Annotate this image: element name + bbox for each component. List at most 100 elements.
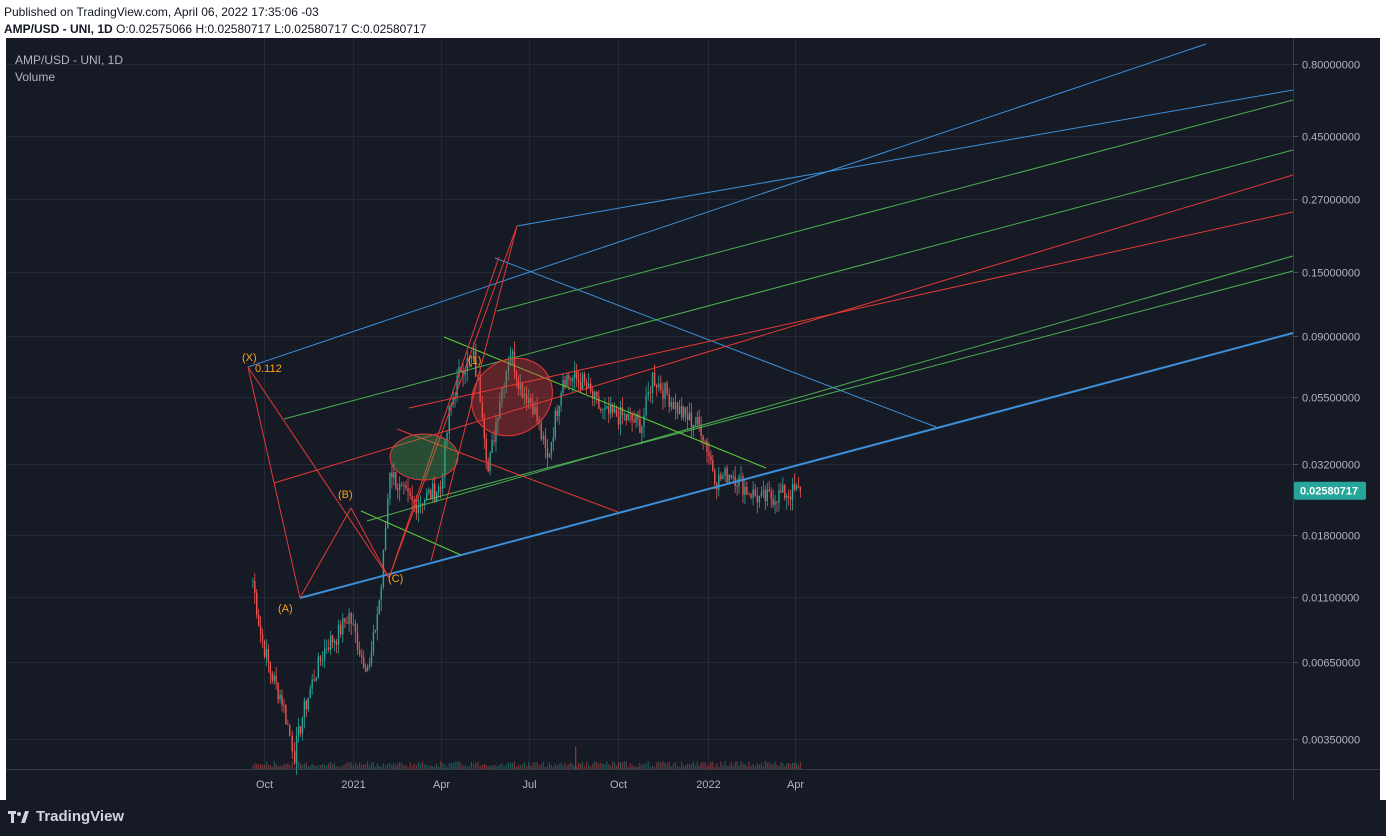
volume-bar	[728, 765, 730, 769]
volume-bar	[487, 766, 489, 769]
volume-bar	[631, 765, 633, 769]
candle-body	[536, 406, 538, 421]
volume-bar	[799, 761, 801, 769]
candle-body	[784, 485, 786, 499]
volume-bar	[540, 764, 542, 769]
candle-body	[523, 393, 526, 398]
candle-body	[519, 383, 521, 390]
candle-body	[495, 421, 497, 442]
candle-body	[676, 402, 679, 414]
volume-bar	[291, 761, 293, 769]
volume-bar	[333, 762, 336, 769]
candle-body	[606, 406, 608, 409]
volume-bar	[462, 765, 464, 769]
volume-bar	[509, 762, 512, 769]
candle-body	[651, 372, 654, 393]
volume-bar	[788, 763, 790, 769]
candle-body	[668, 394, 670, 407]
volume-bar	[352, 765, 354, 769]
price-axis-bg	[1293, 38, 1380, 800]
candle-body	[430, 490, 432, 499]
volume-bar	[346, 762, 348, 769]
y-tick-label: 0.01100000	[1302, 593, 1359, 605]
volume-bar	[303, 763, 305, 769]
volume-bar	[614, 762, 616, 769]
volume-bar	[422, 761, 424, 769]
volume-bar	[493, 764, 495, 769]
volume-bar	[556, 765, 558, 769]
volume-bar	[491, 765, 493, 769]
volume-bar	[752, 764, 754, 769]
volume-bar	[475, 762, 477, 769]
volume-bar	[403, 764, 405, 769]
candle-body	[776, 501, 778, 503]
chart-area[interactable]: 0.80000000 0.45000000 0.27000000 0.15000000…	[6, 38, 1380, 800]
volume-bar	[530, 765, 532, 769]
volume-bar	[483, 763, 485, 769]
candle-body	[623, 414, 626, 416]
candle-body	[417, 505, 420, 514]
volume-bar	[326, 765, 328, 769]
candle-body	[587, 383, 590, 389]
volume-bar	[389, 762, 391, 769]
volume-bar	[681, 761, 683, 769]
candle-body	[263, 640, 266, 658]
volume-bar	[372, 761, 375, 769]
volume-bar	[331, 764, 334, 769]
volume-bar	[649, 766, 651, 769]
candle-body	[326, 647, 328, 649]
candle-body	[275, 675, 277, 683]
candle-body	[331, 635, 334, 643]
volume-bar	[356, 764, 359, 769]
volume-bar	[468, 766, 470, 769]
pitchfork-drawings	[247, 43, 1294, 599]
channel-line	[516, 89, 1294, 227]
candle-body	[750, 494, 752, 499]
candle-body	[273, 675, 275, 681]
candle-body	[598, 396, 600, 409]
volume-bar	[485, 764, 487, 769]
candle-body	[532, 402, 534, 414]
candle-body	[511, 351, 514, 355]
candle-body	[503, 387, 505, 388]
candle-body	[432, 483, 434, 499]
candle-body	[635, 414, 637, 423]
volume-bar	[654, 766, 656, 769]
volume-bar	[643, 763, 645, 769]
candle-body	[411, 495, 413, 501]
volume-bar	[328, 763, 330, 769]
candle-body	[692, 424, 695, 428]
candle-body	[277, 682, 279, 700]
tradingview-logo[interactable]: TradingView	[8, 808, 124, 825]
candle-body	[525, 393, 528, 403]
volume-bar	[452, 763, 454, 769]
candle-body	[271, 673, 273, 681]
candle-body	[335, 640, 338, 645]
candle-body	[698, 416, 700, 425]
chart-canvas[interactable]: 0.80000000 0.45000000 0.27000000 0.15000000…	[6, 38, 1380, 800]
volume-bar	[679, 766, 681, 769]
volume-bar	[405, 765, 407, 769]
volume-bar	[342, 765, 344, 769]
candle-body	[782, 485, 784, 493]
volume-bar	[708, 764, 710, 769]
symbol-label: AMP/USD - UNI, 1D	[4, 22, 113, 36]
candle-body	[513, 351, 516, 372]
candle-body	[370, 651, 373, 665]
volume-bar	[635, 766, 637, 769]
wave-label: (1)	[468, 355, 481, 367]
candle-body	[660, 383, 662, 391]
candle-body	[756, 495, 758, 503]
volume-bar	[370, 762, 373, 769]
candle-body	[684, 407, 687, 415]
volume-bar	[548, 762, 551, 769]
volume-bar	[758, 764, 760, 769]
volume-bar	[574, 766, 576, 769]
x-tick-label: 2021	[341, 779, 365, 791]
candle-body	[647, 392, 649, 396]
volume-bar	[600, 762, 602, 769]
candle-body	[694, 424, 697, 426]
candle-body	[670, 402, 672, 407]
candle-body	[339, 624, 342, 635]
candle-body	[610, 405, 612, 414]
